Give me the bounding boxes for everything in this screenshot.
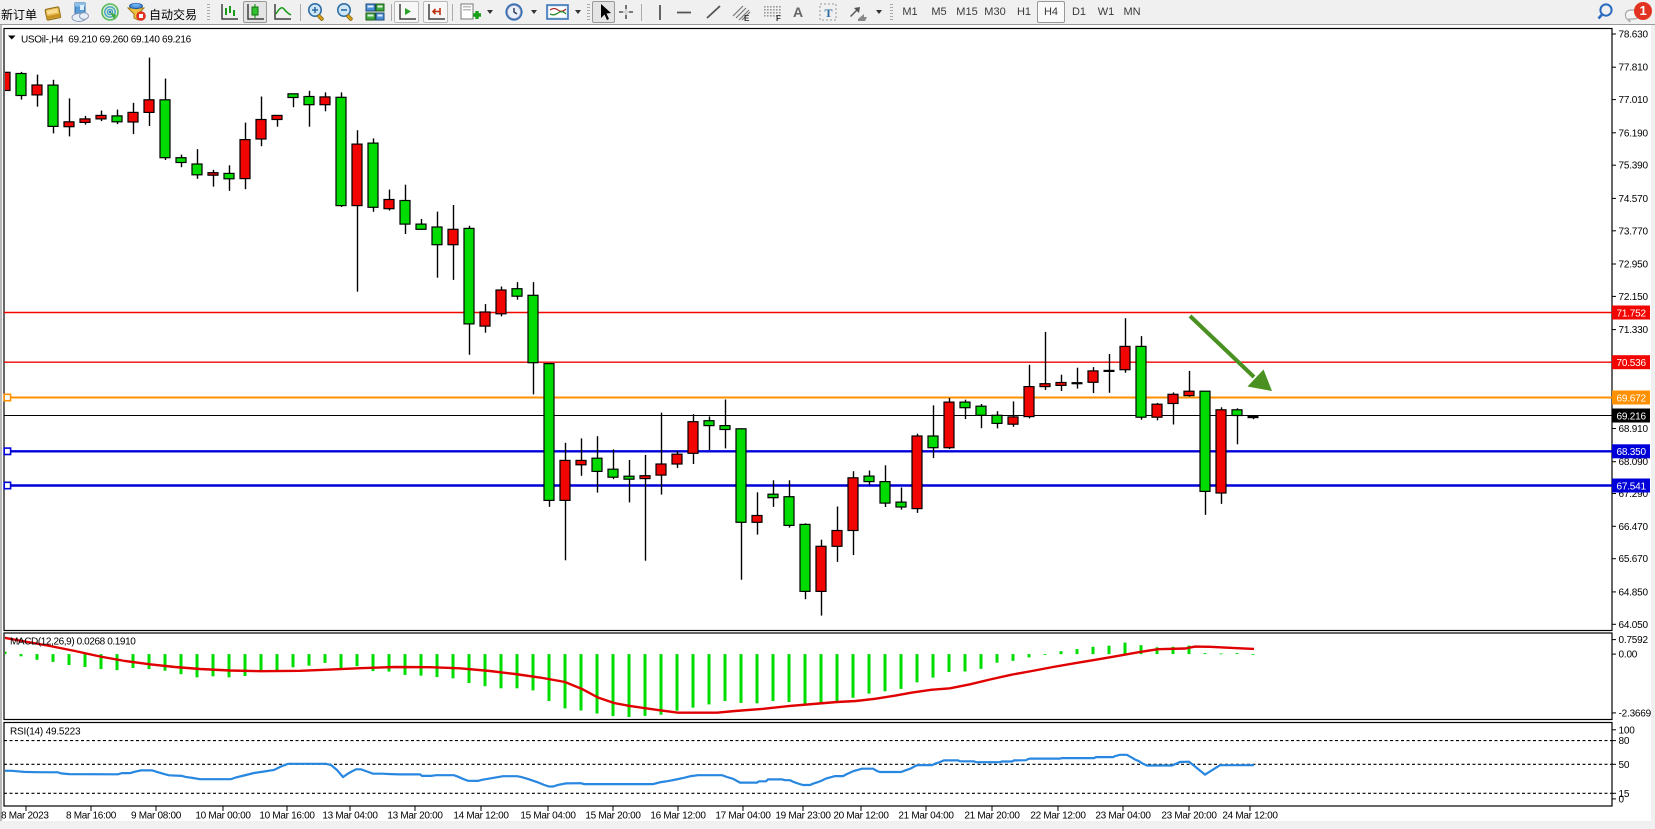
svg-text:13 Mar 04:00: 13 Mar 04:00 [322,811,378,822]
svg-text:21 Mar 20:00: 21 Mar 20:00 [964,811,1020,822]
svg-text:21 Mar 04:00: 21 Mar 04:00 [898,811,954,822]
svg-text:17 Mar 04:00: 17 Mar 04:00 [715,811,771,822]
svg-text:65.670: 65.670 [1619,554,1649,565]
svg-text:15 Mar 20:00: 15 Mar 20:00 [585,811,641,822]
svg-text:75.390: 75.390 [1619,161,1649,172]
svg-text:69.216: 69.216 [1617,411,1647,422]
svg-text:67.290: 67.290 [1619,489,1649,500]
svg-text:0.7592: 0.7592 [1619,635,1649,646]
svg-text:MACD(12,26,9) 0.0268 0.1910: MACD(12,26,9) 0.0268 0.1910 [10,637,136,648]
svg-text:13 Mar 20:00: 13 Mar 20:00 [387,811,443,822]
svg-text:22 Mar 12:00: 22 Mar 12:00 [1030,811,1086,822]
svg-text:23 Mar 20:00: 23 Mar 20:00 [1161,811,1217,822]
svg-text:0: 0 [1619,794,1625,805]
svg-text:E: E [744,14,750,23]
svg-text:24 Mar 12:00: 24 Mar 12:00 [1222,811,1278,822]
svg-text:20 Mar 12:00: 20 Mar 12:00 [833,811,889,822]
svg-text:14 Mar 12:00: 14 Mar 12:00 [453,811,509,822]
svg-text:RSI(14) 49.5223: RSI(14) 49.5223 [10,727,81,738]
svg-text:10 Mar 16:00: 10 Mar 16:00 [259,811,315,822]
svg-text:77.010: 77.010 [1619,95,1649,106]
svg-text:9 Mar 08:00: 9 Mar 08:00 [131,811,182,822]
svg-text:72.950: 72.950 [1619,260,1649,271]
svg-text:T: T [825,6,833,20]
svg-text:68.910: 68.910 [1619,424,1649,435]
svg-text:80: 80 [1619,736,1630,747]
svg-text:100: 100 [1619,725,1636,736]
svg-text:71.752: 71.752 [1617,308,1647,319]
svg-text:F: F [776,14,781,23]
svg-text:19 Mar 23:00: 19 Mar 23:00 [775,811,831,822]
svg-text:23 Mar 04:00: 23 Mar 04:00 [1095,811,1151,822]
svg-text:66.470: 66.470 [1619,522,1649,533]
svg-text:8 Mar 16:00: 8 Mar 16:00 [66,811,117,822]
svg-text:72.150: 72.150 [1619,292,1649,303]
svg-text:76.190: 76.190 [1619,128,1649,139]
svg-text:77.810: 77.810 [1619,63,1649,74]
svg-text:64.050: 64.050 [1619,620,1649,631]
svg-text:68.350: 68.350 [1617,447,1647,458]
svg-text:74.570: 74.570 [1619,194,1649,205]
svg-text:USOil-,H4 69.210 69.260 69.14: USOil-,H4 69.210 69.260 69.140 69.216 [21,35,192,46]
svg-text:10 Mar 00:00: 10 Mar 00:00 [195,811,251,822]
svg-text:64.850: 64.850 [1619,587,1649,598]
svg-text:15: 15 [1619,789,1630,800]
svg-text:73.770: 73.770 [1619,226,1649,237]
svg-text:50: 50 [1619,760,1630,771]
svg-text:8 Mar 2023: 8 Mar 2023 [1,811,49,822]
svg-text:0.00: 0.00 [1619,650,1638,661]
svg-text:68.090: 68.090 [1619,457,1649,468]
svg-text:-2.3669: -2.3669 [1619,708,1652,719]
svg-text:78.630: 78.630 [1619,30,1649,41]
svg-text:15 Mar 04:00: 15 Mar 04:00 [520,811,576,822]
svg-text:69.672: 69.672 [1617,393,1647,404]
svg-text:70.536: 70.536 [1617,358,1647,369]
svg-text:16 Mar 12:00: 16 Mar 12:00 [650,811,706,822]
svg-text:71.330: 71.330 [1619,325,1649,336]
svg-text:67.541: 67.541 [1617,481,1647,492]
